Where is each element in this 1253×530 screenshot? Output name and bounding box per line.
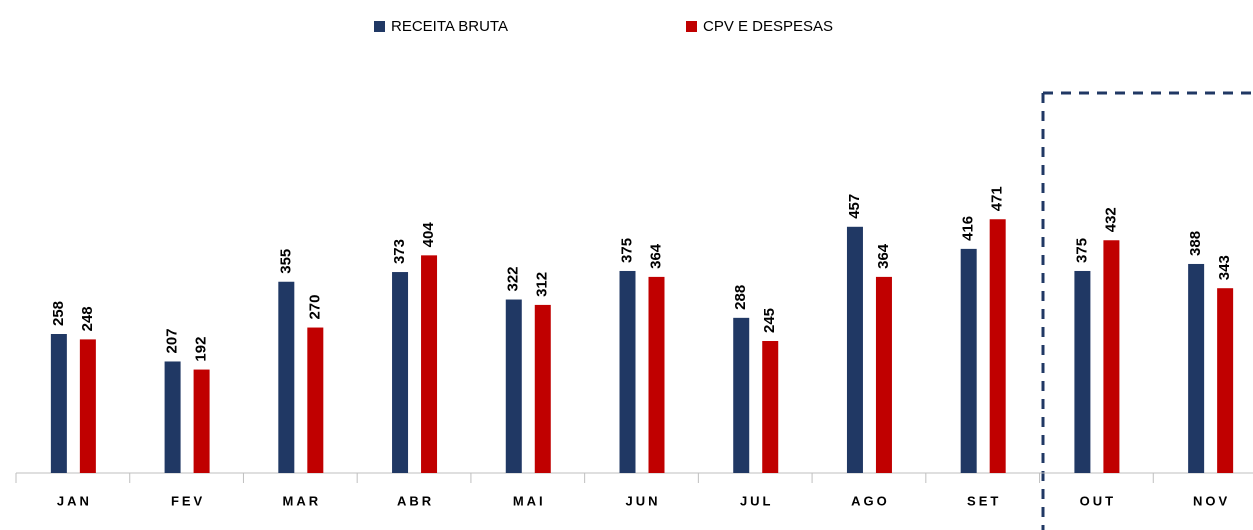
data-label: 248: [79, 306, 96, 331]
data-label: 364: [647, 243, 664, 269]
bar: [1103, 240, 1120, 473]
data-label: 245: [761, 308, 778, 333]
x-tick-label: JUN: [625, 493, 660, 508]
bar: [762, 341, 779, 473]
bar: [50, 334, 67, 473]
data-label: 207: [164, 328, 181, 353]
bar: [846, 226, 863, 473]
bar: [989, 219, 1006, 473]
bar: [619, 270, 636, 473]
data-label: 373: [391, 239, 408, 264]
bar: [164, 361, 181, 473]
bar: [960, 248, 977, 473]
bar: [1074, 270, 1091, 473]
data-label: 355: [277, 249, 294, 274]
data-label: 364: [875, 243, 892, 269]
legend-label: CPV E DESPESAS: [703, 18, 833, 35]
data-label: 288: [732, 285, 749, 310]
data-label: 404: [420, 222, 437, 248]
data-label: 375: [1073, 238, 1090, 263]
x-tick-label: FEV: [171, 493, 205, 508]
data-label: 471: [989, 186, 1006, 211]
data-label: 457: [846, 194, 863, 219]
bar: [648, 276, 665, 473]
data-label: 258: [50, 301, 67, 326]
data-label: 270: [306, 295, 323, 320]
x-tick-label: JAN: [57, 493, 92, 508]
forecast-box: [1041, 91, 1253, 530]
bar: [875, 276, 892, 473]
legend-swatch: [374, 21, 385, 32]
bar: [79, 339, 96, 473]
data-label: 432: [1102, 207, 1119, 232]
x-tick-label: SET: [967, 493, 1001, 508]
bar: [392, 272, 409, 473]
legend-label: RECEITA BRUTA: [391, 18, 508, 35]
x-tick-label: MAI: [513, 493, 546, 508]
x-tick-label: OUT: [1080, 493, 1116, 508]
bar: [421, 255, 438, 473]
bar: [505, 299, 522, 473]
data-label: 375: [618, 238, 635, 263]
bar: [733, 317, 750, 473]
bar: [534, 304, 551, 473]
bar: [193, 369, 210, 473]
x-tick-label: ABR: [397, 493, 434, 508]
data-label: 322: [505, 266, 522, 291]
data-label: 416: [960, 216, 977, 241]
bar: [1217, 288, 1234, 473]
data-label: 192: [193, 337, 210, 362]
data-label: 343: [1216, 255, 1233, 280]
bar: [307, 327, 324, 473]
x-tick-label: JUL: [740, 493, 774, 508]
x-tick-label: MAR: [283, 493, 322, 508]
bar: [1188, 263, 1205, 473]
x-tick-label: NOV: [1193, 493, 1230, 508]
bar: [278, 281, 295, 473]
x-tick-label: AGO: [851, 493, 890, 508]
data-label: 312: [534, 272, 551, 297]
legend-swatch: [686, 21, 697, 32]
data-label: 388: [1187, 231, 1204, 256]
